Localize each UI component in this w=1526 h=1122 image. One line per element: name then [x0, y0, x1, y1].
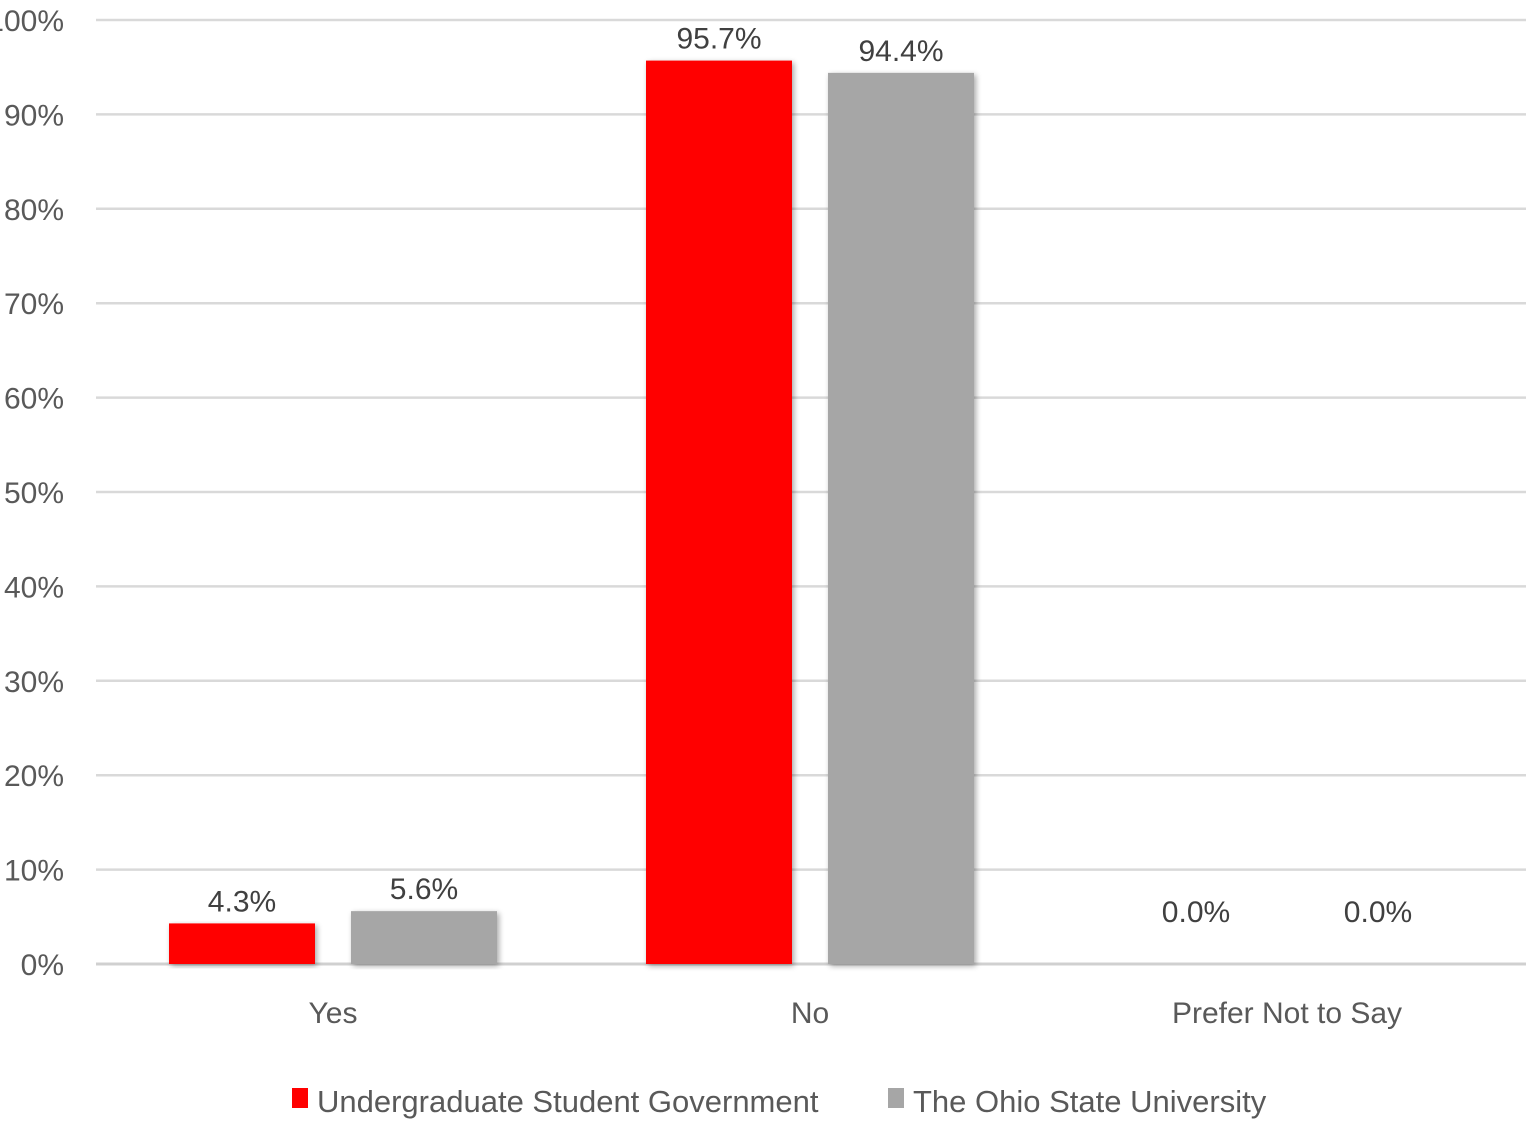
- bar: [646, 60, 792, 965]
- y-tick-label: 60%: [4, 383, 64, 416]
- bars: [169, 60, 974, 965]
- category-label: No: [791, 997, 829, 1030]
- legend: Undergraduate Student Government The Ohio…: [292, 1084, 1267, 1119]
- y-tick-label: 90%: [4, 99, 64, 132]
- y-tick-label: 20%: [4, 760, 64, 793]
- y-tick-label: 70%: [4, 288, 64, 321]
- data-label: 94.4%: [858, 35, 943, 68]
- y-tick-label: 0%: [21, 949, 64, 982]
- bar: [351, 911, 497, 964]
- category-label: Prefer Not to Say: [1172, 997, 1402, 1030]
- data-label: 0.0%: [1344, 896, 1412, 929]
- data-label: 0.0%: [1162, 896, 1230, 929]
- legend-label: The Ohio State University: [913, 1084, 1267, 1119]
- y-tick-label: 80%: [4, 194, 64, 227]
- y-tick-label: 50%: [4, 477, 64, 510]
- y-tick-label: 10%: [4, 855, 64, 888]
- category-label: Yes: [309, 997, 358, 1030]
- data-label: 5.6%: [390, 873, 458, 906]
- x-axis-category-labels: Yes No Prefer Not to Say: [309, 997, 1403, 1030]
- data-label: 95.7%: [676, 23, 761, 56]
- y-tick-label: 100%: [0, 5, 64, 38]
- bar: [828, 72, 974, 964]
- y-tick-label: 40%: [4, 571, 64, 604]
- bar: [169, 923, 315, 964]
- y-tick-label: 30%: [4, 666, 64, 699]
- data-label: 4.3%: [208, 885, 276, 918]
- legend-swatch: [292, 1088, 308, 1108]
- legend-swatch: [888, 1088, 904, 1108]
- data-labels: 4.3% 5.6% 95.7% 94.4% 0.0% 0.0%: [208, 23, 1412, 929]
- legend-label: Undergraduate Student Government: [317, 1084, 819, 1119]
- gridlines: [96, 18, 1526, 966]
- y-axis-tick-labels: 0% 10% 20% 30% 40% 50% 60% 70% 80% 90% 100%: [0, 5, 64, 982]
